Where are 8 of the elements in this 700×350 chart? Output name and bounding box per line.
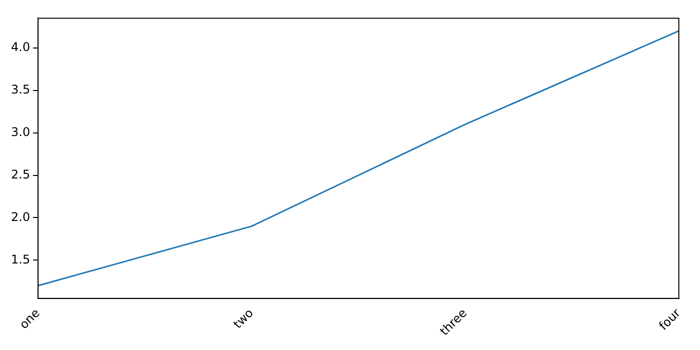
- x-tick-label: one: [16, 306, 42, 332]
- y-tick-label: 1.5: [10, 252, 30, 266]
- x-tick-label: two: [230, 306, 256, 332]
- y-tick-label: 2.5: [10, 167, 30, 182]
- y-tick-label: 4.0: [10, 40, 30, 54]
- y-tick-label: 3.5: [10, 82, 30, 96]
- y-tick-label: 2.0: [10, 210, 30, 224]
- y-tick-label: 3.0: [10, 124, 30, 139]
